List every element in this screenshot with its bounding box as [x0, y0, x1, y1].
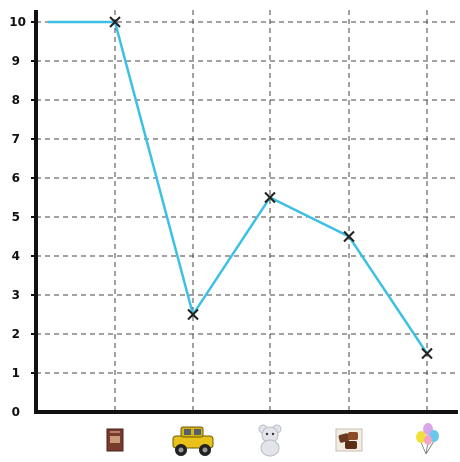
- y-tick-label: 6: [12, 171, 20, 185]
- y-tick-label: 3: [12, 288, 20, 302]
- balloons-icon: [416, 423, 439, 455]
- data-point-marker: [109, 16, 121, 28]
- book-icon: [106, 428, 124, 452]
- y-tick-labels: 0 1 2 3 4 5 6 7 8 9 10: [9, 15, 26, 419]
- y-tick-label: 5: [12, 210, 20, 224]
- chocolates-icon: [335, 428, 363, 452]
- data-point-marker: [421, 347, 433, 360]
- y-tick-label: 2: [12, 327, 20, 341]
- y-tick-label: 1: [12, 366, 20, 380]
- y-tick-label: 7: [12, 132, 20, 146]
- grid: [36, 10, 458, 412]
- series: [48, 16, 433, 360]
- y-tick-label: 8: [12, 93, 20, 107]
- y-tick-label: 0: [12, 405, 20, 419]
- axes: [31, 10, 458, 414]
- teddy-bear-icon: [258, 424, 282, 457]
- data-point-marker: [187, 308, 199, 321]
- y-tick-label: 10: [9, 15, 26, 29]
- data-point-marker: [264, 191, 276, 204]
- y-tick-label: 9: [12, 54, 20, 68]
- toy-car-icon: [172, 426, 214, 456]
- series-line: [48, 20, 429, 355]
- data-point-marker: [343, 230, 355, 243]
- y-tick-label: 4: [12, 249, 20, 263]
- category-icons: [106, 423, 439, 457]
